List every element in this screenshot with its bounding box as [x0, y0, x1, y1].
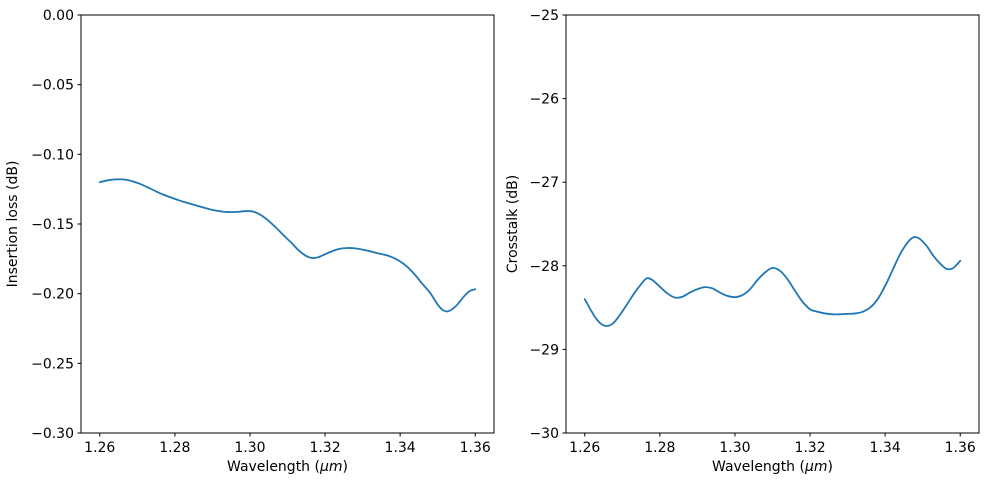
- insertion-loss-curve-line: [98, 178, 477, 313]
- y-axis-tick-label: −0.30: [31, 426, 74, 442]
- y-axis-tick-label: −30: [529, 426, 559, 442]
- x-axis-tick-label: 1.36: [945, 440, 976, 456]
- x-axis-label: Wavelength (μm): [227, 459, 348, 475]
- y-axis-label: Insertion loss (dB): [5, 161, 21, 288]
- insertion-loss-spines: [80, 14, 495, 434]
- crosstalk-spines: [565, 14, 980, 434]
- y-axis-tick-label: −26: [529, 92, 559, 108]
- crosstalk-curve-line: [583, 236, 962, 327]
- y-axis-tick-label: −0.15: [31, 217, 74, 233]
- x-axis-tick-label: 1.30: [234, 440, 265, 456]
- y-axis-tick-label: 0.00: [43, 8, 74, 24]
- y-axis-tick-label: −0.25: [31, 356, 74, 372]
- y-axis-tick-label: −27: [529, 175, 559, 191]
- y-axis-tick-label: −0.20: [31, 287, 74, 303]
- x-axis-tick-label: 1.30: [719, 440, 750, 456]
- x-axis-label: Wavelength (μm): [712, 459, 833, 475]
- y-axis-tick-label: −25: [529, 8, 559, 24]
- crosstalk-chart: 1.26 1.28 1.30 1.32 1.34 1.36 −25 −26 −27 −28 −29 −…: [505, 8, 980, 475]
- x-axis-tick-label: 1.28: [159, 440, 190, 456]
- x-axis-tick-label: 1.32: [309, 440, 340, 456]
- x-axis-tick-label: 1.26: [569, 440, 600, 456]
- y-axis-tick-label: −0.10: [31, 147, 74, 163]
- x-axis-tick-label: 1.36: [460, 440, 491, 456]
- x-axis-tick-label: 1.28: [644, 440, 675, 456]
- x-axis-tick-label: 1.26: [84, 440, 115, 456]
- y-axis-tick-label: −0.05: [31, 78, 74, 94]
- y-axis-tick-label: −28: [529, 259, 559, 275]
- y-axis-tick-label: −29: [529, 342, 559, 358]
- x-axis-tick-label: 1.32: [794, 440, 825, 456]
- x-axis-tick-label: 1.34: [385, 440, 416, 456]
- y-axis-label: Crosstalk (dB): [505, 175, 521, 273]
- x-axis-tick-label: 1.34: [870, 440, 901, 456]
- insertion-loss-chart: 1.26 1.28 1.30 1.32 1.34 1.36 0.00 −0.05 −0.10 −0…: [5, 8, 495, 475]
